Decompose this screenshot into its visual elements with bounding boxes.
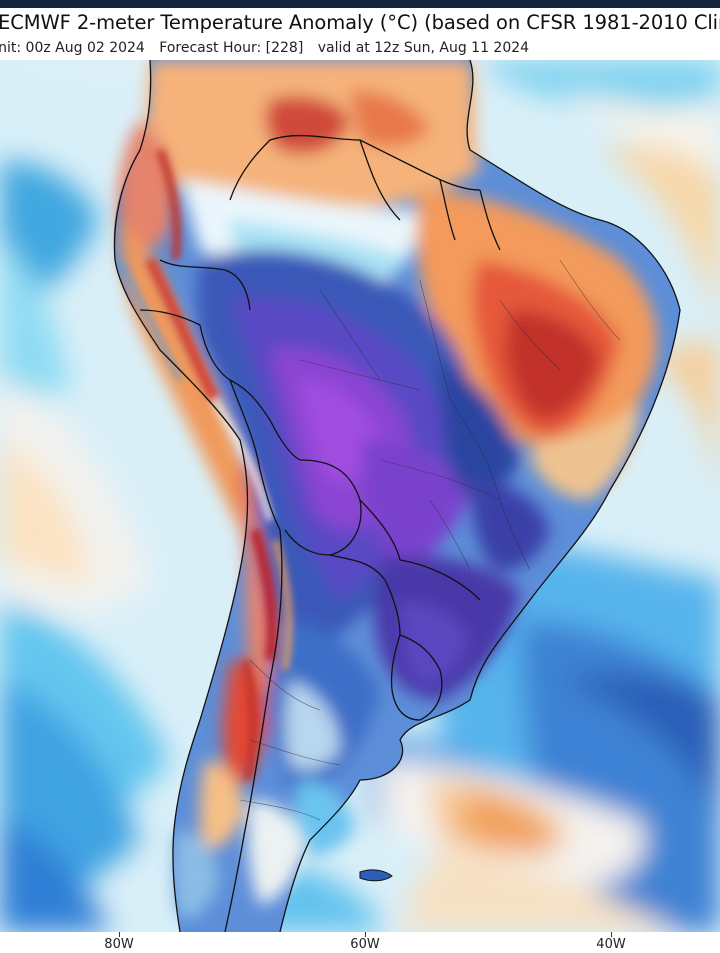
map-header: ECMWF 2-meter Temperature Anomaly (°C) (… [0, 8, 720, 60]
longitude-axis: 80W 60W 40W [0, 932, 720, 953]
longitude-label-40w: 40W [596, 937, 626, 952]
anomaly-map [0, 60, 720, 932]
map-title: ECMWF 2-meter Temperature Anomaly (°C) (… [0, 11, 720, 34]
state-borders [239, 259, 621, 821]
andes-detail [118, 148, 292, 781]
falkland-islands [359, 869, 393, 882]
ocean-anomaly-field [0, 60, 720, 932]
valid-time: valid at 12z Sun, Aug 11 2024 [317, 40, 530, 56]
anomaly-map-canvas [0, 60, 720, 932]
init-time: Init: 00z Aug 02 2024 [0, 40, 145, 56]
tick-60w [365, 932, 366, 937]
map-subtitle: Init: 00z Aug 02 2024 Forecast Hour: [22… [0, 40, 539, 56]
forecast-hour: Forecast Hour: [228] [159, 40, 304, 56]
land-anomaly-field [118, 60, 658, 920]
longitude-label-60w: 60W [350, 937, 380, 952]
tick-80w [119, 932, 120, 937]
longitude-label-80w: 80W [104, 937, 134, 952]
top-bar [0, 0, 720, 8]
tick-40w [611, 932, 612, 937]
